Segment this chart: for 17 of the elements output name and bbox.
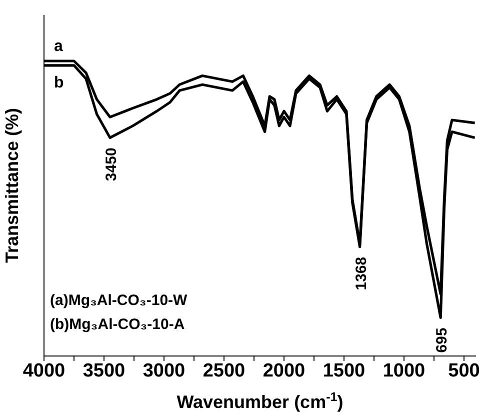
- x-tick-label: 2500: [202, 360, 246, 382]
- annotation: 695: [434, 328, 451, 353]
- x-tick-label: 500: [448, 360, 480, 382]
- annotation: 3450: [103, 148, 120, 182]
- x-tick-label: 1500: [322, 360, 366, 382]
- x-tick-label: 1000: [382, 360, 426, 382]
- x-tick-label: 3500: [82, 360, 126, 382]
- x-axis-title: Wavenumber (cm$^{-1}$): [176, 390, 344, 412]
- annotation: (a)Mg₃Al-CO₃-10-W: [50, 291, 188, 311]
- x-tick-label: 2000: [262, 360, 306, 382]
- series-label: b: [54, 74, 64, 92]
- annotation: (b)Mg₃Al-CO₃-10-A: [50, 315, 186, 335]
- x-tick-label: 3000: [142, 360, 186, 382]
- annotation: 1368: [352, 256, 370, 290]
- y-axis-title: Transmittance (%): [2, 108, 22, 264]
- x-tick-label: 4000: [22, 360, 66, 382]
- series-label: a: [54, 38, 63, 55]
